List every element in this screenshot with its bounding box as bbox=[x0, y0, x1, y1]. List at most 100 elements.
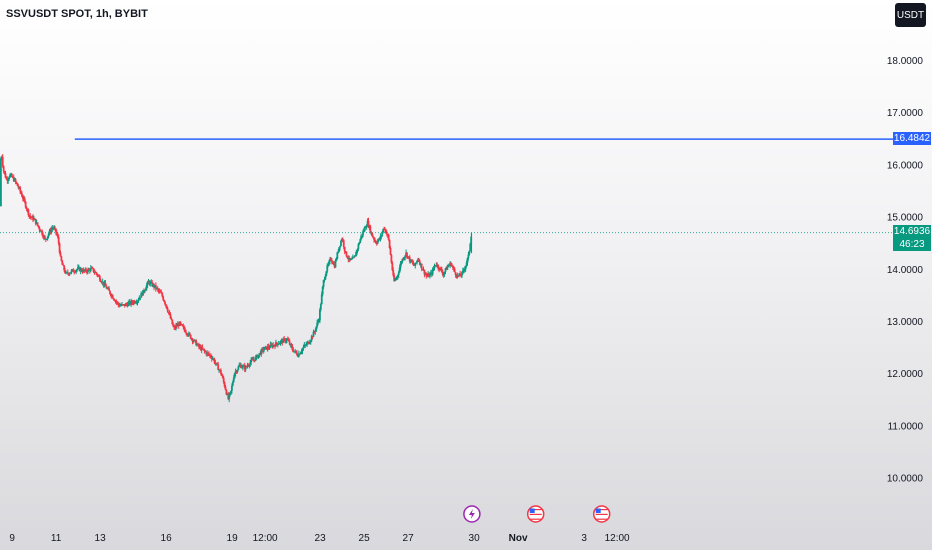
candle-body bbox=[315, 326, 318, 331]
candle-body bbox=[377, 238, 380, 241]
candle-body bbox=[291, 346, 294, 350]
candle-body bbox=[284, 338, 286, 342]
candle-body bbox=[129, 301, 132, 305]
candle-body bbox=[21, 193, 23, 197]
candle-body bbox=[436, 264, 439, 266]
candle-body bbox=[192, 340, 195, 342]
candle-body bbox=[459, 273, 462, 276]
candle-body bbox=[298, 353, 301, 355]
candle-body bbox=[131, 300, 133, 303]
candle-body bbox=[417, 259, 419, 261]
candle-body bbox=[341, 239, 343, 241]
candle-body bbox=[155, 287, 158, 289]
candle-body bbox=[240, 365, 242, 368]
candle-body bbox=[48, 230, 51, 235]
x-tick-label: 3 bbox=[581, 533, 587, 544]
candle-body bbox=[218, 369, 220, 371]
candle-body bbox=[244, 366, 247, 370]
candle-body bbox=[454, 272, 457, 276]
candle-body bbox=[217, 364, 220, 371]
candle-body bbox=[88, 269, 90, 271]
candle-body bbox=[338, 247, 341, 252]
candle-body bbox=[430, 272, 433, 275]
candle-body bbox=[143, 290, 146, 292]
candle-body bbox=[276, 343, 279, 345]
candle-body bbox=[449, 262, 451, 266]
candle-body bbox=[457, 275, 460, 277]
candle-body bbox=[214, 362, 217, 364]
candle-body bbox=[346, 256, 349, 259]
candle-body bbox=[317, 321, 319, 323]
candle-body bbox=[254, 356, 257, 361]
candle-body bbox=[160, 292, 163, 294]
candle-body bbox=[329, 259, 331, 262]
candle-body bbox=[455, 275, 458, 277]
candle-body bbox=[7, 179, 10, 181]
candle-body bbox=[144, 288, 147, 291]
candle-body bbox=[100, 281, 103, 283]
candle-body bbox=[365, 225, 368, 228]
candle-body bbox=[41, 230, 44, 235]
candle-body bbox=[56, 234, 59, 238]
candle-body bbox=[385, 229, 387, 234]
candle-body bbox=[299, 352, 302, 355]
candle-body bbox=[82, 269, 85, 272]
candle-body bbox=[130, 300, 132, 305]
candle-body bbox=[69, 272, 72, 274]
candle-body bbox=[255, 355, 258, 357]
candle-body bbox=[231, 385, 233, 391]
candle-body bbox=[154, 285, 156, 288]
candle-body bbox=[164, 301, 166, 305]
candle-body bbox=[17, 185, 20, 188]
candle-body bbox=[38, 227, 41, 230]
candle-body bbox=[28, 215, 31, 217]
bar-countdown-label: 46:23 bbox=[893, 238, 931, 251]
candle-body bbox=[172, 324, 175, 327]
candle-body bbox=[34, 219, 37, 224]
candle-body bbox=[9, 174, 11, 178]
candle-body bbox=[324, 275, 327, 280]
candle-body bbox=[340, 240, 342, 246]
flag-stripe bbox=[595, 516, 608, 518]
candle-body bbox=[53, 227, 55, 229]
candle-body bbox=[225, 389, 228, 395]
candle-body bbox=[193, 339, 196, 341]
candle-body bbox=[437, 264, 440, 269]
candle-body bbox=[92, 268, 95, 272]
candle-body bbox=[283, 338, 286, 340]
candle-body bbox=[85, 269, 88, 272]
candle-body bbox=[424, 274, 427, 276]
candle-body bbox=[242, 365, 244, 368]
candle-body bbox=[119, 305, 121, 307]
candle-body bbox=[58, 243, 61, 253]
candle-body bbox=[94, 272, 97, 274]
candle-body bbox=[303, 345, 306, 347]
candle-body bbox=[35, 222, 38, 224]
candle-body bbox=[466, 258, 469, 263]
candle-body bbox=[153, 284, 155, 288]
candle-body bbox=[347, 258, 350, 260]
candle-body bbox=[207, 352, 209, 354]
candle-body bbox=[404, 255, 407, 258]
candle-body bbox=[135, 302, 138, 304]
y-tick-label: 11.0000 bbox=[888, 421, 924, 432]
x-tick-label: 30 bbox=[469, 533, 481, 544]
candle-body bbox=[226, 394, 229, 396]
candle-body bbox=[253, 359, 255, 361]
candle-body bbox=[432, 268, 435, 270]
x-tick-label: 9 bbox=[9, 533, 15, 544]
candle-body bbox=[464, 265, 467, 270]
candle-body bbox=[157, 289, 160, 291]
candle-body bbox=[374, 240, 377, 244]
candle-body bbox=[333, 263, 336, 268]
candle-body bbox=[461, 272, 463, 276]
candle-body bbox=[453, 268, 456, 273]
currency-button[interactable]: USDT bbox=[895, 3, 926, 27]
candle-body bbox=[369, 226, 372, 233]
candle-body bbox=[97, 275, 99, 277]
candle-body bbox=[227, 394, 230, 400]
candle-body bbox=[310, 336, 313, 341]
candle-body bbox=[356, 248, 359, 251]
candle-body bbox=[189, 334, 192, 339]
